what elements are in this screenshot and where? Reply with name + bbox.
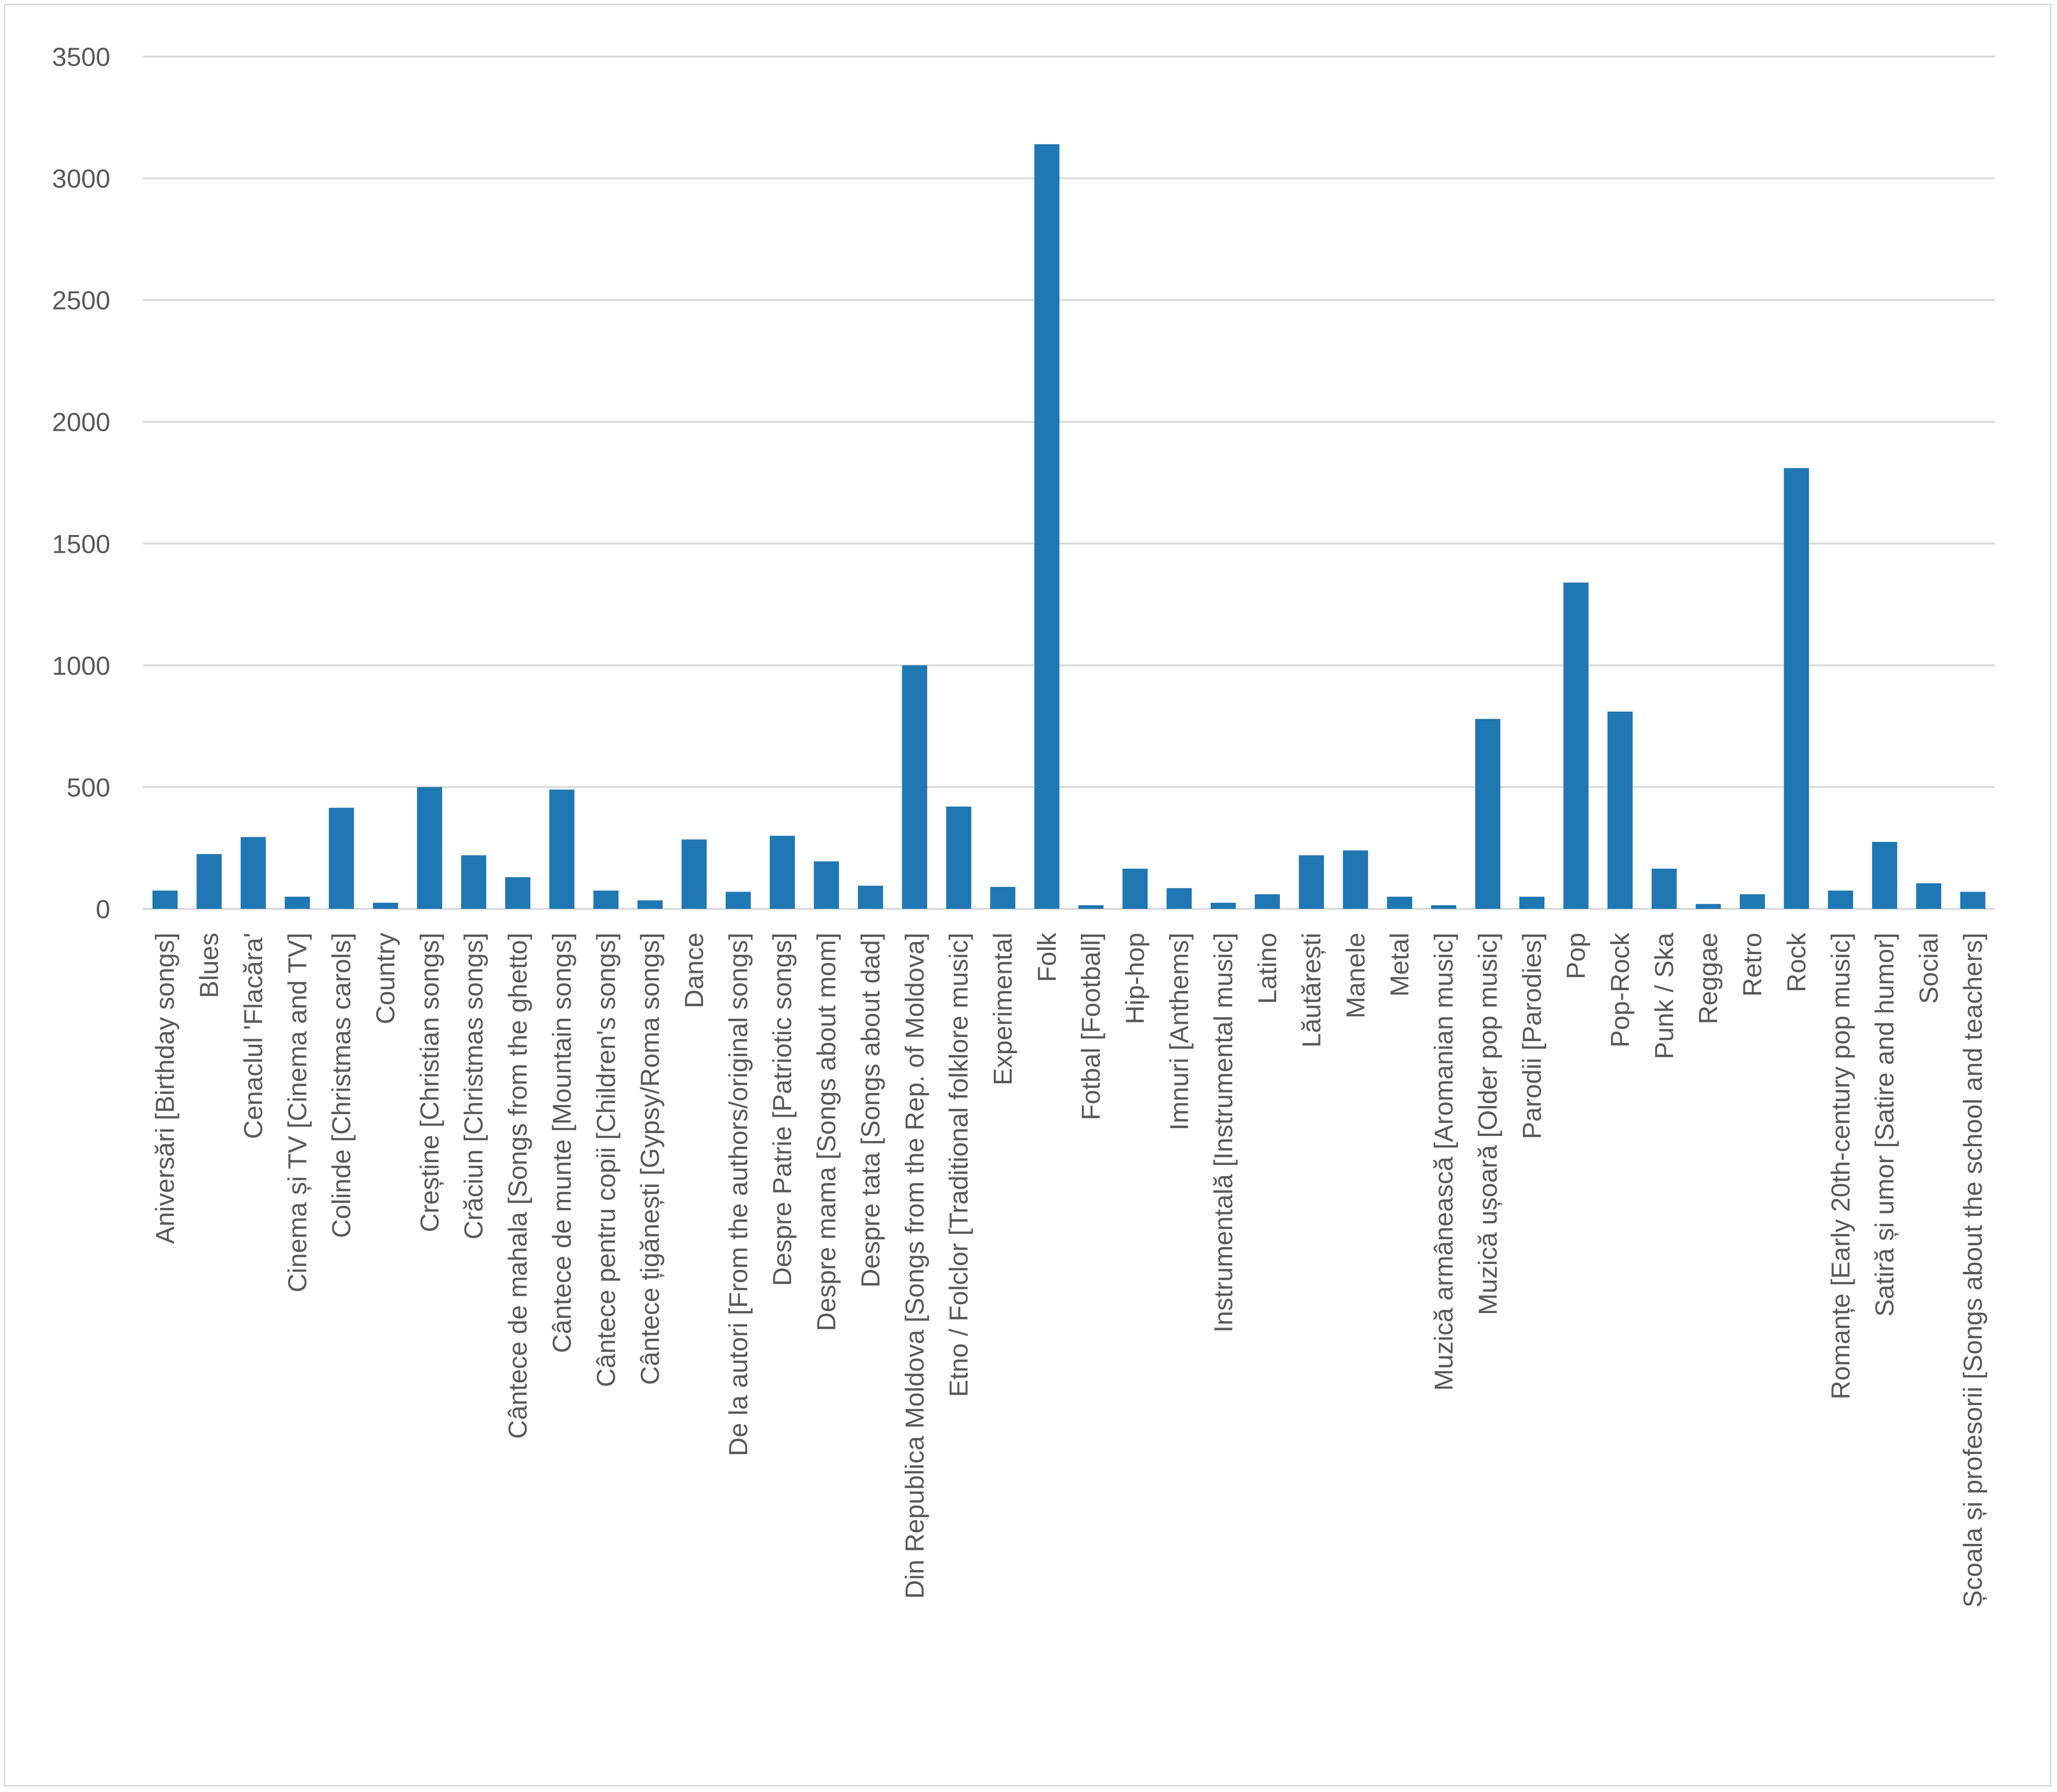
bar [152,890,178,909]
x-category-label: Satiră și umor [Satire and humor] [1870,933,1899,1317]
bar-chart: 0 500 1000 1500 2000 2500 3000 3500 Aniversări … [52,42,1995,1607]
x-category-label: Din Republica Moldova [Songs from the Re… [900,933,929,1599]
x-category-label: Muzică armânească [Aromanian music] [1429,933,1458,1391]
x-category-label: Experimental [988,933,1017,1085]
bar [1563,582,1589,909]
x-category-label: De la autori [From the authors/original … [723,933,753,1456]
x-category-label: Folk [1032,932,1061,982]
x-category-label: Crăciun [Christmas songs] [459,933,488,1240]
bar [1872,842,1897,909]
bar [1210,902,1236,909]
x-category-label: Creștine [Christian songs] [414,933,444,1232]
x-category-label: Social [1914,933,1943,1004]
x-category-label: Instrumentală [Instrumental music] [1208,933,1238,1333]
bar [858,885,883,909]
bar [1607,711,1633,909]
bar [946,807,971,909]
x-category-label: Pop [1561,933,1591,979]
bar [549,789,575,909]
y-tick-label: 2500 [52,286,110,315]
bars [152,144,1986,909]
bar [770,835,795,909]
bar [1078,905,1104,909]
x-category-label: Muzică ușoară [Older pop music] [1473,933,1502,1315]
bar [329,807,354,909]
x-category-label: Manele [1341,933,1370,1019]
bar [1916,883,1942,909]
bar [1255,894,1280,909]
x-category-label: Metal [1385,933,1414,997]
x-category-label: Country [371,933,400,1024]
x-category-label: Imnuri [Anthems] [1164,933,1193,1130]
y-tick-label: 1000 [52,651,110,680]
x-category-label: Etno / Folclor [Traditional folklore mus… [944,933,973,1397]
bar [417,787,443,909]
x-category-label: Parodii [Parodies] [1517,933,1546,1139]
x-category-label: Cântece țigănești [Gypsy/Roma songs] [635,933,664,1385]
bar [1519,896,1545,909]
x-category-label: Dance [679,933,708,1008]
y-tick-label: 3500 [52,42,110,71]
bar [1299,855,1324,909]
x-category-label: Cinema și TV [Cinema and TV] [282,933,312,1292]
x-category-label: Fotbal [Football] [1076,933,1106,1121]
bar [1122,869,1148,909]
x-category-label: Reggae [1693,933,1723,1024]
y-tick-label: 0 [96,894,110,924]
gridlines [143,56,1995,910]
x-category-label: Școala și profesorii [Songs about the sc… [1958,933,1987,1607]
bar [637,900,663,909]
bar [373,902,398,909]
x-category-label: Blues [194,933,224,998]
bar [725,892,751,909]
x-category-label: Hip-hop [1120,933,1150,1024]
bar [902,665,928,909]
x-category-label: Pop-Rock [1605,932,1635,1048]
x-category-label: Punk / Ska [1649,932,1678,1059]
bar [1740,894,1765,909]
bar [1651,869,1677,909]
x-category-label: Cântece de munte [Mountain songs] [547,933,576,1353]
x-category-label: Cenaclul 'Flacăra' [238,933,268,1139]
bar [593,890,619,909]
x-category-label: Latino [1252,933,1282,1004]
bar [1960,892,1986,909]
x-category-label: Retro [1737,933,1767,997]
bar [1431,905,1457,909]
x-category-label: Aniversări [Birthday songs] [150,933,179,1244]
y-tick-label: 3000 [52,164,110,193]
x-category-label: Rock [1781,932,1811,992]
x-category-label: Romanțe [Early 20th-century pop music] [1826,933,1855,1399]
bar [1475,719,1500,909]
bar [461,855,486,909]
y-tick-label: 500 [67,772,110,802]
x-category-label: Despre mama [Songs about mom] [812,933,841,1331]
x-axis-category-labels: Aniversări [Birthday songs] Blues Cenaclul… [150,932,1987,1607]
bar [1828,890,1853,909]
y-axis-tick-labels: 0 500 1000 1500 2000 2500 3000 3500 [52,42,110,924]
bar [1034,144,1060,909]
x-category-label: Colinde [Christmas carols] [327,933,356,1238]
bar [241,837,266,909]
chart-frame: 0 500 1000 1500 2000 2500 3000 3500 Aniversări … [4,4,2051,1786]
bar [1695,904,1721,909]
bar [1387,896,1413,909]
bar [505,877,530,909]
x-category-label: Lăutărești [1296,933,1326,1048]
y-tick-label: 1500 [52,529,110,558]
y-tick-label: 2000 [52,407,110,437]
bar [1784,468,1809,909]
bar [1166,888,1192,909]
bar [681,839,707,909]
x-category-label: Despre Patrie [Patriotic songs] [767,933,797,1286]
x-category-label: Cântece de mahala [Songs from the ghetto… [503,933,532,1439]
bar [1343,850,1368,909]
bar [285,896,310,909]
bar [814,861,839,909]
bar [990,887,1015,909]
x-category-label: Cântece pentru copii [Children's songs] [591,933,621,1387]
x-category-label: Despre tata [Songs about dad] [856,933,885,1288]
bar [196,854,222,909]
